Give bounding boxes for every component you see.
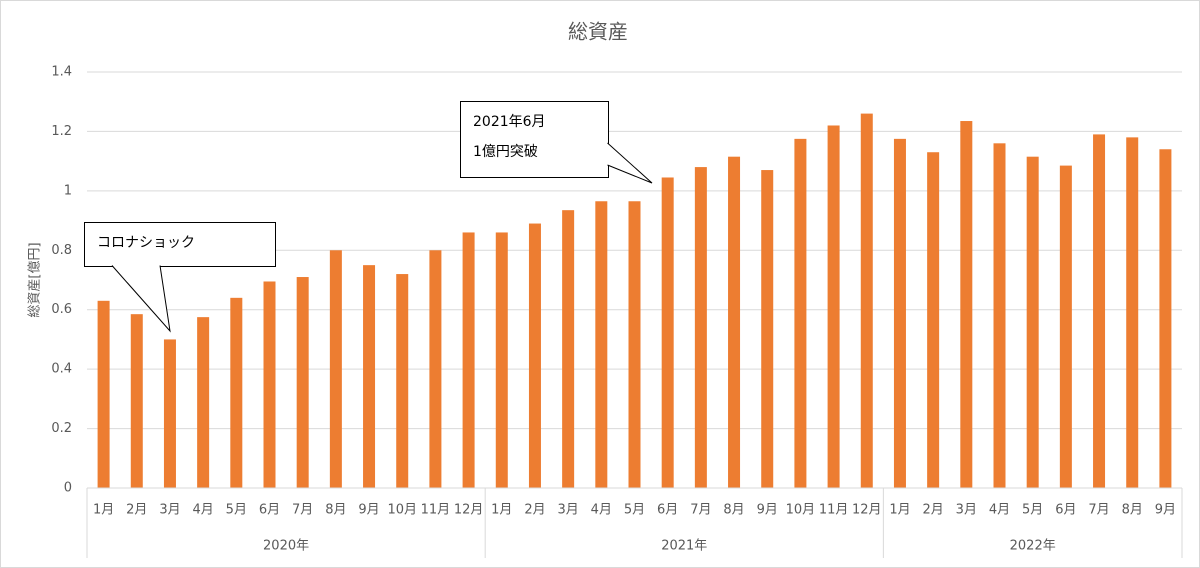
bar bbox=[97, 300, 110, 488]
bar bbox=[528, 223, 541, 489]
group-label: 2021年 bbox=[661, 539, 707, 554]
bar bbox=[628, 201, 641, 488]
x-tick-label: 9月 bbox=[757, 503, 778, 518]
x-tick-label: 6月 bbox=[657, 503, 678, 518]
x-tick-label: 4月 bbox=[192, 503, 213, 518]
x-tick-label: 2月 bbox=[922, 503, 943, 518]
bar bbox=[1026, 156, 1039, 488]
callout-text: 1億円突破 bbox=[473, 144, 538, 160]
x-tick-label: 6月 bbox=[259, 503, 280, 518]
x-tick-label: 5月 bbox=[624, 503, 645, 518]
bar bbox=[661, 177, 674, 488]
bar bbox=[728, 156, 741, 488]
x-tick-label: 7月 bbox=[690, 503, 711, 518]
bar bbox=[163, 339, 176, 488]
bar bbox=[462, 232, 475, 488]
x-tick-label: 11月 bbox=[819, 503, 849, 518]
x-tick-label: 11月 bbox=[421, 503, 451, 518]
bar bbox=[230, 297, 243, 488]
x-tick-label: 7月 bbox=[292, 503, 313, 518]
bar bbox=[694, 167, 707, 489]
y-tick-label: 1.4 bbox=[51, 65, 72, 80]
x-tick-label: 2月 bbox=[126, 503, 147, 518]
bar bbox=[595, 201, 608, 488]
callout-box bbox=[460, 101, 609, 178]
x-tick-label: 1月 bbox=[491, 503, 512, 518]
callout: 2021年6月 1億円突破 bbox=[460, 101, 653, 184]
x-tick-label: 8月 bbox=[1122, 503, 1143, 518]
bar bbox=[927, 152, 940, 488]
chart-title: 総資産 bbox=[568, 20, 628, 44]
y-tick-label: 0 bbox=[64, 481, 72, 496]
y-tick-label: 0.6 bbox=[51, 302, 72, 317]
y-tick-label: 0.4 bbox=[51, 362, 72, 377]
bar bbox=[363, 265, 376, 488]
bar bbox=[130, 314, 143, 488]
x-tick-label: 3月 bbox=[159, 503, 180, 518]
x-tick-label: 1月 bbox=[93, 503, 114, 518]
callout-pointer bbox=[111, 265, 171, 333]
bar bbox=[893, 138, 906, 488]
x-tick-label: 3月 bbox=[956, 503, 977, 518]
y-axis-label: 総資産[億円] bbox=[27, 242, 43, 317]
x-tick-label: 12月 bbox=[852, 503, 882, 518]
bar bbox=[761, 170, 774, 489]
y-tick-label: 0.8 bbox=[51, 243, 72, 258]
bar bbox=[794, 138, 807, 488]
x-tick-label: 3月 bbox=[557, 503, 578, 518]
x-tick-label: 5月 bbox=[1022, 503, 1043, 518]
bar bbox=[960, 121, 973, 489]
bar bbox=[827, 125, 840, 488]
x-tick-label: 9月 bbox=[1155, 503, 1176, 518]
group-label: 2020年 bbox=[263, 539, 309, 554]
x-tick-label: 6月 bbox=[1055, 503, 1076, 518]
x-tick-label: 10月 bbox=[387, 503, 417, 518]
bar bbox=[197, 317, 210, 488]
bar bbox=[263, 281, 276, 488]
bar bbox=[993, 143, 1006, 489]
x-tick-label: 2月 bbox=[524, 503, 545, 518]
bar bbox=[1059, 165, 1072, 488]
bar bbox=[1093, 134, 1106, 488]
callout-text: 2021年6月 bbox=[473, 114, 546, 130]
bar bbox=[495, 232, 508, 488]
x-tick-label: 8月 bbox=[723, 503, 744, 518]
x-tick-label: 7月 bbox=[1088, 503, 1109, 518]
x-tick-label: 10月 bbox=[786, 503, 816, 518]
group-label: 2022年 bbox=[1010, 539, 1056, 554]
callout-box bbox=[84, 222, 276, 267]
y-tick-label: 1 bbox=[64, 183, 72, 198]
x-tick-label: 9月 bbox=[358, 503, 379, 518]
callout-text: コロナショック bbox=[97, 235, 195, 251]
x-tick-label: 8月 bbox=[325, 503, 346, 518]
x-tick-label: 4月 bbox=[989, 503, 1010, 518]
bar bbox=[1126, 137, 1139, 488]
bar bbox=[562, 210, 575, 488]
bar bbox=[329, 250, 342, 488]
bar bbox=[1159, 149, 1172, 488]
bar bbox=[860, 113, 873, 488]
bar bbox=[396, 274, 409, 488]
bar bbox=[296, 277, 309, 488]
x-tick-label: 1月 bbox=[889, 503, 910, 518]
x-tick-label: 12月 bbox=[454, 503, 484, 518]
bar bbox=[429, 250, 442, 488]
y-tick-label: 1.2 bbox=[51, 124, 72, 139]
callout: コロナショック bbox=[84, 222, 276, 333]
x-tick-label: 5月 bbox=[226, 503, 247, 518]
callout-pointer bbox=[607, 142, 653, 184]
x-tick-label: 4月 bbox=[591, 503, 612, 518]
y-tick-label: 0.2 bbox=[51, 421, 72, 436]
